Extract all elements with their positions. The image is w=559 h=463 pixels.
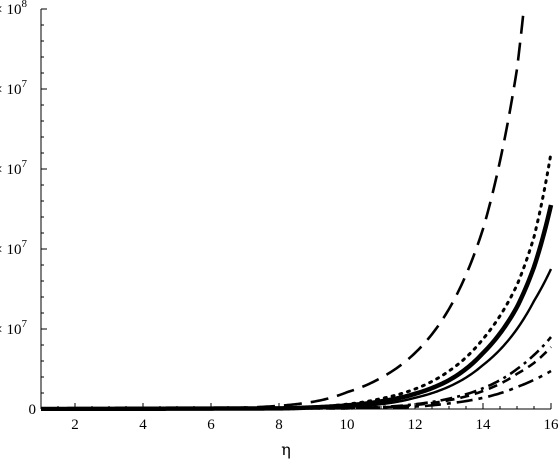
labels-layer: 2 4 6 8 10 12 14 16 0 2. × 107 4. × 107 6. × 107 8. … [0,0,559,433]
x-tick-label: 2 [71,417,79,433]
x-tick-label: 10 [340,417,355,433]
series-line-long-dash-dot [41,369,552,411]
y-tick-label: 2. × 107 [0,318,28,338]
series-line-solid [41,268,553,411]
y-tick-label: 1. × 108 [0,0,28,18]
x-axis-title: η [281,440,291,459]
y-tick-label: 0 [29,402,37,418]
x-tick-label: 12 [408,417,423,433]
y-tick-label: 4. × 107 [0,238,28,258]
series-layer [41,8,554,411]
series-line-solid-thick [41,204,554,411]
series-line-long-dash [41,8,526,411]
x-tick-label: 4 [139,417,147,433]
x-tick-label: 8 [275,417,283,433]
x-tick-label: 6 [207,417,215,433]
x-tick-label: 14 [476,417,492,433]
y-tick-label: 8. × 107 [0,78,28,98]
x-tick-label: 16 [544,417,559,433]
axes-layer [40,8,552,410]
series-line-dash [41,346,552,411]
y-tick-label: 6. × 107 [0,158,28,178]
